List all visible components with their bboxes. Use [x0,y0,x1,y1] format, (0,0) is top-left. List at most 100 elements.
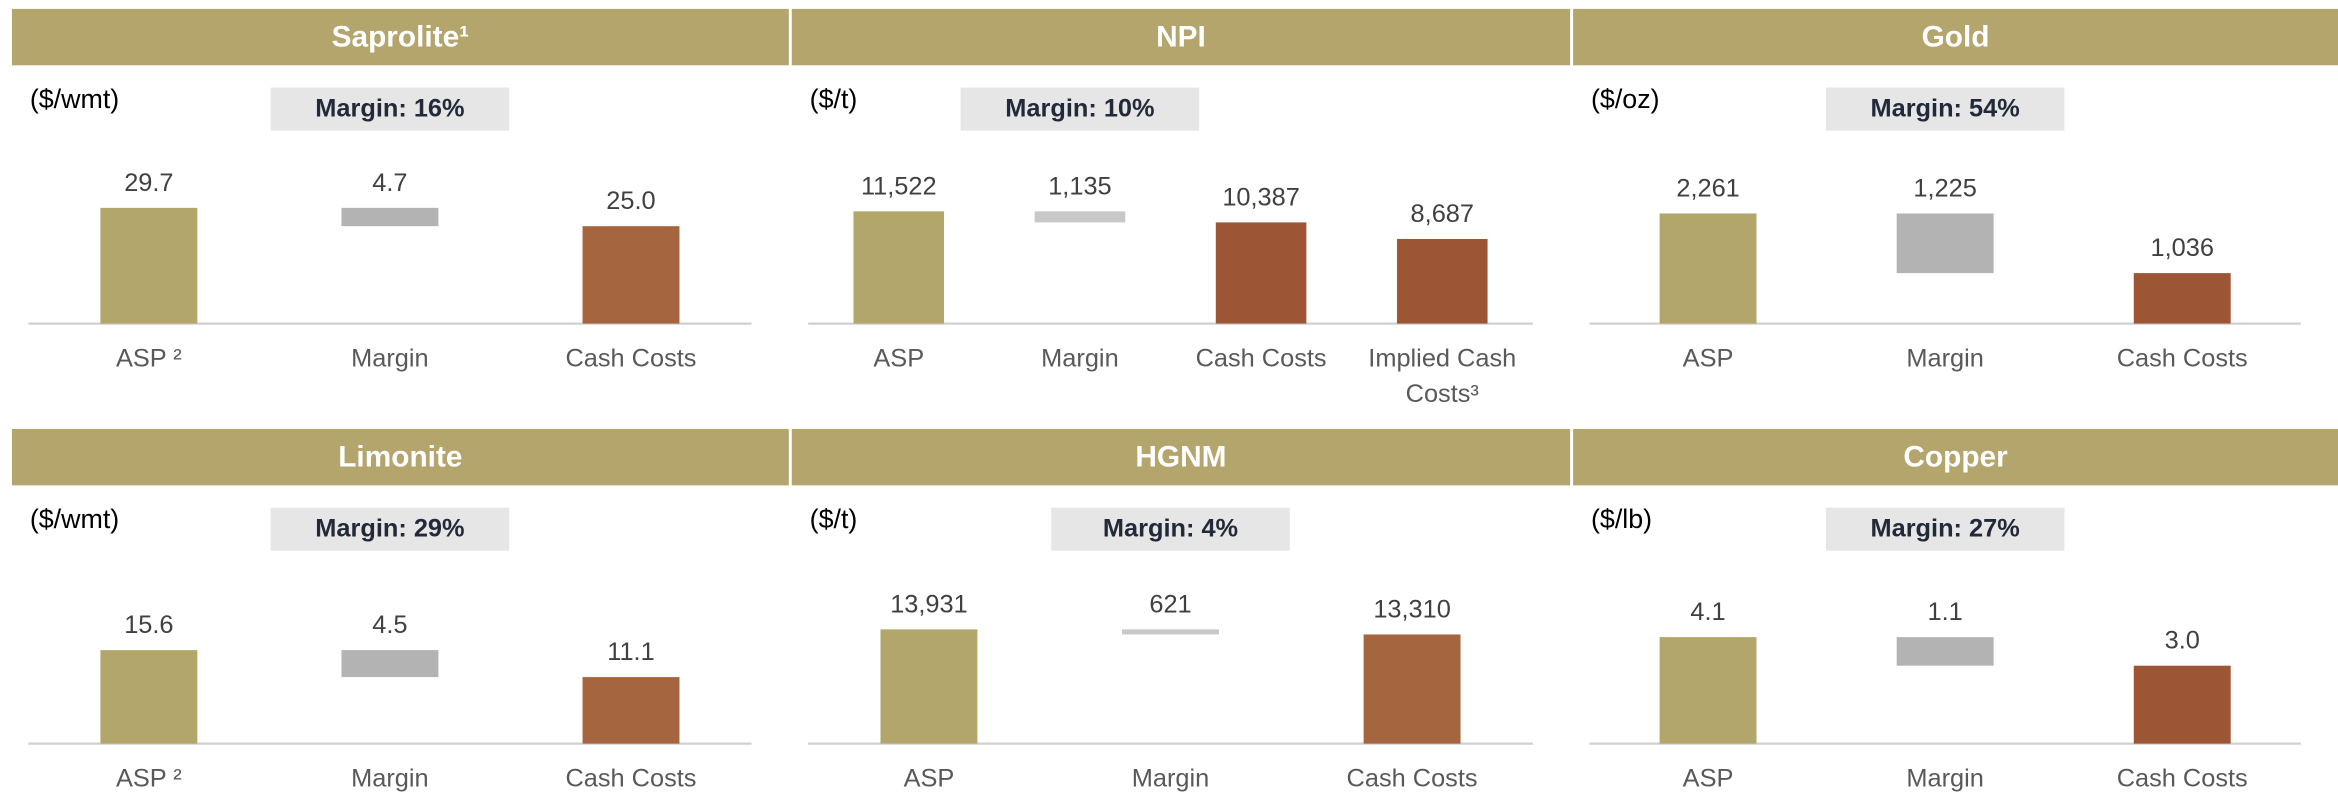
panel-title: Copper [1903,441,2008,474]
bar [2133,273,2231,324]
bar [1122,629,1219,635]
value-label: 4.7 [372,169,407,197]
panel-title: Saprolite¹ [332,20,470,53]
category-slot: ASP ² [115,764,182,793]
category-label: ASP [1682,344,1734,373]
value-label: 13,310 [1373,595,1451,623]
panel-title: NPI [1156,20,1206,53]
bar [1363,634,1461,744]
value-label: 4.1 [1690,598,1725,626]
margin-label: Margin: 29% [315,515,464,543]
panel-title: Gold [1922,20,1990,53]
category-label: ASP ² [115,764,182,793]
value-label: 10,387 [1222,183,1300,211]
bar [1034,211,1126,223]
unit-label: ($/oz) [1591,84,1660,114]
bar [1396,238,1488,324]
bar [1659,637,1757,744]
bar [341,650,439,678]
bar [341,207,439,227]
category-slot: Cash Costs [565,764,696,792]
value-label: 8,687 [1411,200,1474,228]
panel-title: Limonite [338,441,462,474]
category-label: ASP ² [115,344,182,373]
bar [1659,213,1757,324]
category-label: Margin [1041,344,1119,373]
panel-header [791,8,1571,66]
unit-label: ($/t) [810,84,858,114]
category-label: Margin [1906,764,1984,793]
panel-header [11,428,789,486]
unit-label: ($/wmt) [30,504,119,534]
category-slot: Cash Costs [565,344,697,373]
bar [1896,637,1994,666]
category-slot: ASP [1682,344,1734,373]
unit-label: ($/lb) [1591,504,1652,534]
value-label: 25.0 [606,187,655,215]
category-label: Cash Costs [565,344,697,373]
margin-box [270,87,510,131]
panel-header [791,428,1571,486]
category-slot: Margin [1131,764,1210,793]
unit-label: ($/wmt) [30,84,119,114]
category-label: Cash Costs [2116,344,2248,373]
bar [582,226,680,324]
bar [100,207,198,324]
value-label: 1.1 [1928,598,1963,626]
category-slot: Margin [351,344,429,373]
bar [1896,213,1994,274]
margin-box [1051,507,1290,551]
value-label: 29.7 [124,169,173,197]
value-label: 11.1 [607,638,654,666]
category-slot: ASP ² [115,344,182,373]
category-slot: Cash Costs [2116,344,2248,373]
margin-label: Margin: 10% [1005,95,1154,123]
bar [1215,222,1307,324]
value-label: 621 [1149,590,1191,618]
margin-box [1825,87,2065,131]
category-label: Cash Costs [1346,764,1478,793]
value-label: 1,135 [1048,172,1111,200]
panel-title: HGNM [1135,441,1226,474]
category-slot: Implied Cash Costs³ [1368,344,1517,409]
category-label: ASP [903,764,955,793]
value-label: 3.0 [2165,627,2200,655]
value-label: 15.6 [124,611,173,639]
value-label: 1,225 [1913,174,1976,202]
panel-header [1573,8,2338,66]
value-label: 1,036 [2151,234,2214,262]
category-slot: Margin [1906,764,1984,793]
margin-label: Margin: 27% [1871,515,2020,543]
category-label: ASP [873,344,925,373]
bar [880,629,978,744]
category-label: Implied Cash Costs³ [1368,344,1517,409]
bar [582,677,680,744]
value-label: 4.5 [372,611,407,639]
category-label: Margin [351,344,429,373]
margin-label: Margin: 54% [1871,95,2020,123]
category-slot: ASP [873,344,925,373]
category-slot: Cash Costs [1196,344,1327,372]
unit-label: ($/t) [810,504,858,534]
bar [853,211,945,324]
panels: Saprolite¹ ($/wmt) Margin: 16% 29.7 ASP ² 4.7… [11,8,2338,793]
bar [100,650,198,744]
category-label: Cash Costs [2116,764,2248,793]
category-label: Margin [1906,344,1984,373]
margin-label: Margin: 4% [1103,515,1238,543]
margin-label: Margin: 16% [315,95,464,123]
margin-box [270,507,510,551]
category-slot: Margin [351,764,429,793]
category-slot: Cash Costs [2116,764,2248,793]
category-slot: Margin [1906,344,1984,373]
category-label: ASP [1682,764,1734,793]
margin-box [960,87,1200,131]
bar [2133,665,2231,744]
category-slot: Cash Costs [1346,764,1478,793]
value-label: 2,261 [1676,174,1739,202]
category-label: Margin [351,764,429,793]
category-label: Margin [1131,764,1210,793]
value-label: 13,931 [890,590,968,618]
